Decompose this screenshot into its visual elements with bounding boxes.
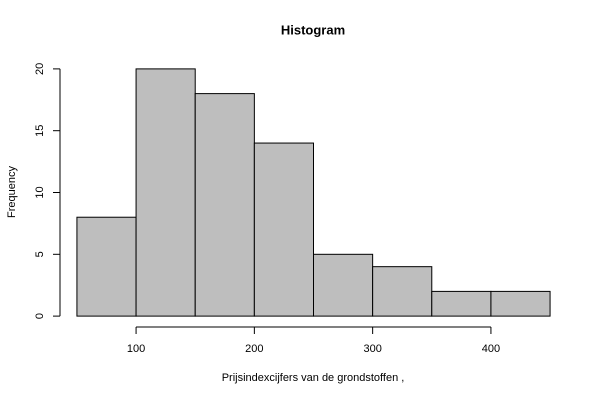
x-tick-label: 300 xyxy=(363,343,381,355)
bar xyxy=(194,93,255,317)
bar xyxy=(135,68,196,317)
chart-title: Histogram xyxy=(281,22,345,37)
y-tick-label: 5 xyxy=(34,251,46,257)
bar xyxy=(253,142,314,317)
bar xyxy=(490,290,551,317)
x-axis-label: Prijsindexcijfers van de grondstoffen , xyxy=(222,372,405,384)
bar xyxy=(76,216,137,317)
bar xyxy=(372,266,433,317)
x-tick-label: 100 xyxy=(127,343,145,355)
x-tick-label: 200 xyxy=(245,343,263,355)
x-tick-label: 400 xyxy=(482,343,500,355)
y-axis-label: Frequency xyxy=(6,166,18,218)
y-tick-label: 15 xyxy=(34,125,46,137)
y-tick-label: 0 xyxy=(34,313,46,319)
bar xyxy=(313,253,374,317)
y-tick-label: 20 xyxy=(34,63,46,75)
y-tick-label: 10 xyxy=(34,186,46,198)
bar xyxy=(431,290,492,317)
